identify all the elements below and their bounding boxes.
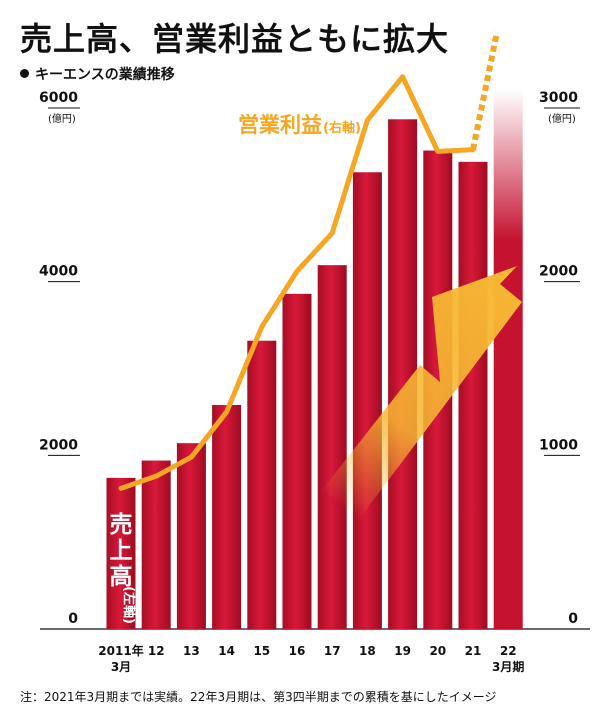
left-tick-label: 6000 <box>39 90 78 106</box>
x-tick-label: 3月期 <box>492 659 524 674</box>
x-tick-label: 17 <box>324 644 341 658</box>
x-tick-label: 15 <box>253 644 270 658</box>
x-tick-label: 20 <box>429 644 446 658</box>
bar-sales-4 <box>247 340 277 629</box>
annotation-sales-sub: (左軸) <box>121 586 137 624</box>
right-axis-unit: (億円) <box>548 112 576 125</box>
left-tick-label: 4000 <box>39 264 78 280</box>
x-tick-label: 21 <box>465 644 482 658</box>
bar-sales-11 <box>493 90 523 629</box>
bar-sales-8 <box>388 119 418 629</box>
growth-arrow <box>322 266 522 518</box>
x-tick-label: 19 <box>394 644 411 658</box>
annotation-sales-char: 売 <box>110 512 133 538</box>
x-tick-label: 22 <box>500 644 517 658</box>
bar-sales-0 <box>106 477 136 629</box>
chart-subtitle: キーエンスの業績推移 <box>20 64 175 84</box>
bar-sales-10 <box>458 161 488 629</box>
annotation-sales-char: 高 <box>110 563 133 590</box>
x-tick-label: 12 <box>148 644 165 658</box>
left-tick-label: 2000 <box>39 437 78 453</box>
footnote: 注：2021年3月期までは実績。22年3月期は、第3四半期までの累積を基にしたイ… <box>20 690 497 704</box>
right-tick-label: 1000 <box>539 437 578 453</box>
right-tick-label: 3000 <box>539 90 578 106</box>
annotation-profit-sub: (右軸) <box>323 120 361 136</box>
chart-title: 売上高、営業利益ともに拡大 <box>20 20 450 58</box>
line-operating-profit-estimate <box>470 31 500 151</box>
right-tick-label: 0 <box>568 611 578 627</box>
x-tick-label: 16 <box>289 644 306 658</box>
subtitle-text: キーエンスの業績推移 <box>35 67 175 83</box>
left-axis-unit: (億円) <box>48 112 76 125</box>
left-tick-label: 0 <box>68 611 78 627</box>
annotation-profit: 営業利益 <box>238 113 322 137</box>
x-tick-label: 2011年 <box>98 643 143 658</box>
bar-sales-6 <box>317 265 347 629</box>
right-tick-label: 2000 <box>539 264 578 280</box>
line-operating-profit <box>118 74 476 491</box>
bar-sales-5 <box>282 293 312 629</box>
bar-sales-1 <box>141 460 171 629</box>
bullet-icon <box>20 69 29 78</box>
bar-sales-3 <box>212 404 242 629</box>
annotation-sales-char: 上 <box>110 538 133 564</box>
x-tick-label: 14 <box>218 644 235 658</box>
bar-sales-2 <box>176 443 206 629</box>
bar-sales-7 <box>352 172 382 630</box>
x-tick-label: 13 <box>183 644 200 658</box>
x-tick-label: 3月 <box>111 660 131 674</box>
x-tick-label: 18 <box>359 644 376 658</box>
